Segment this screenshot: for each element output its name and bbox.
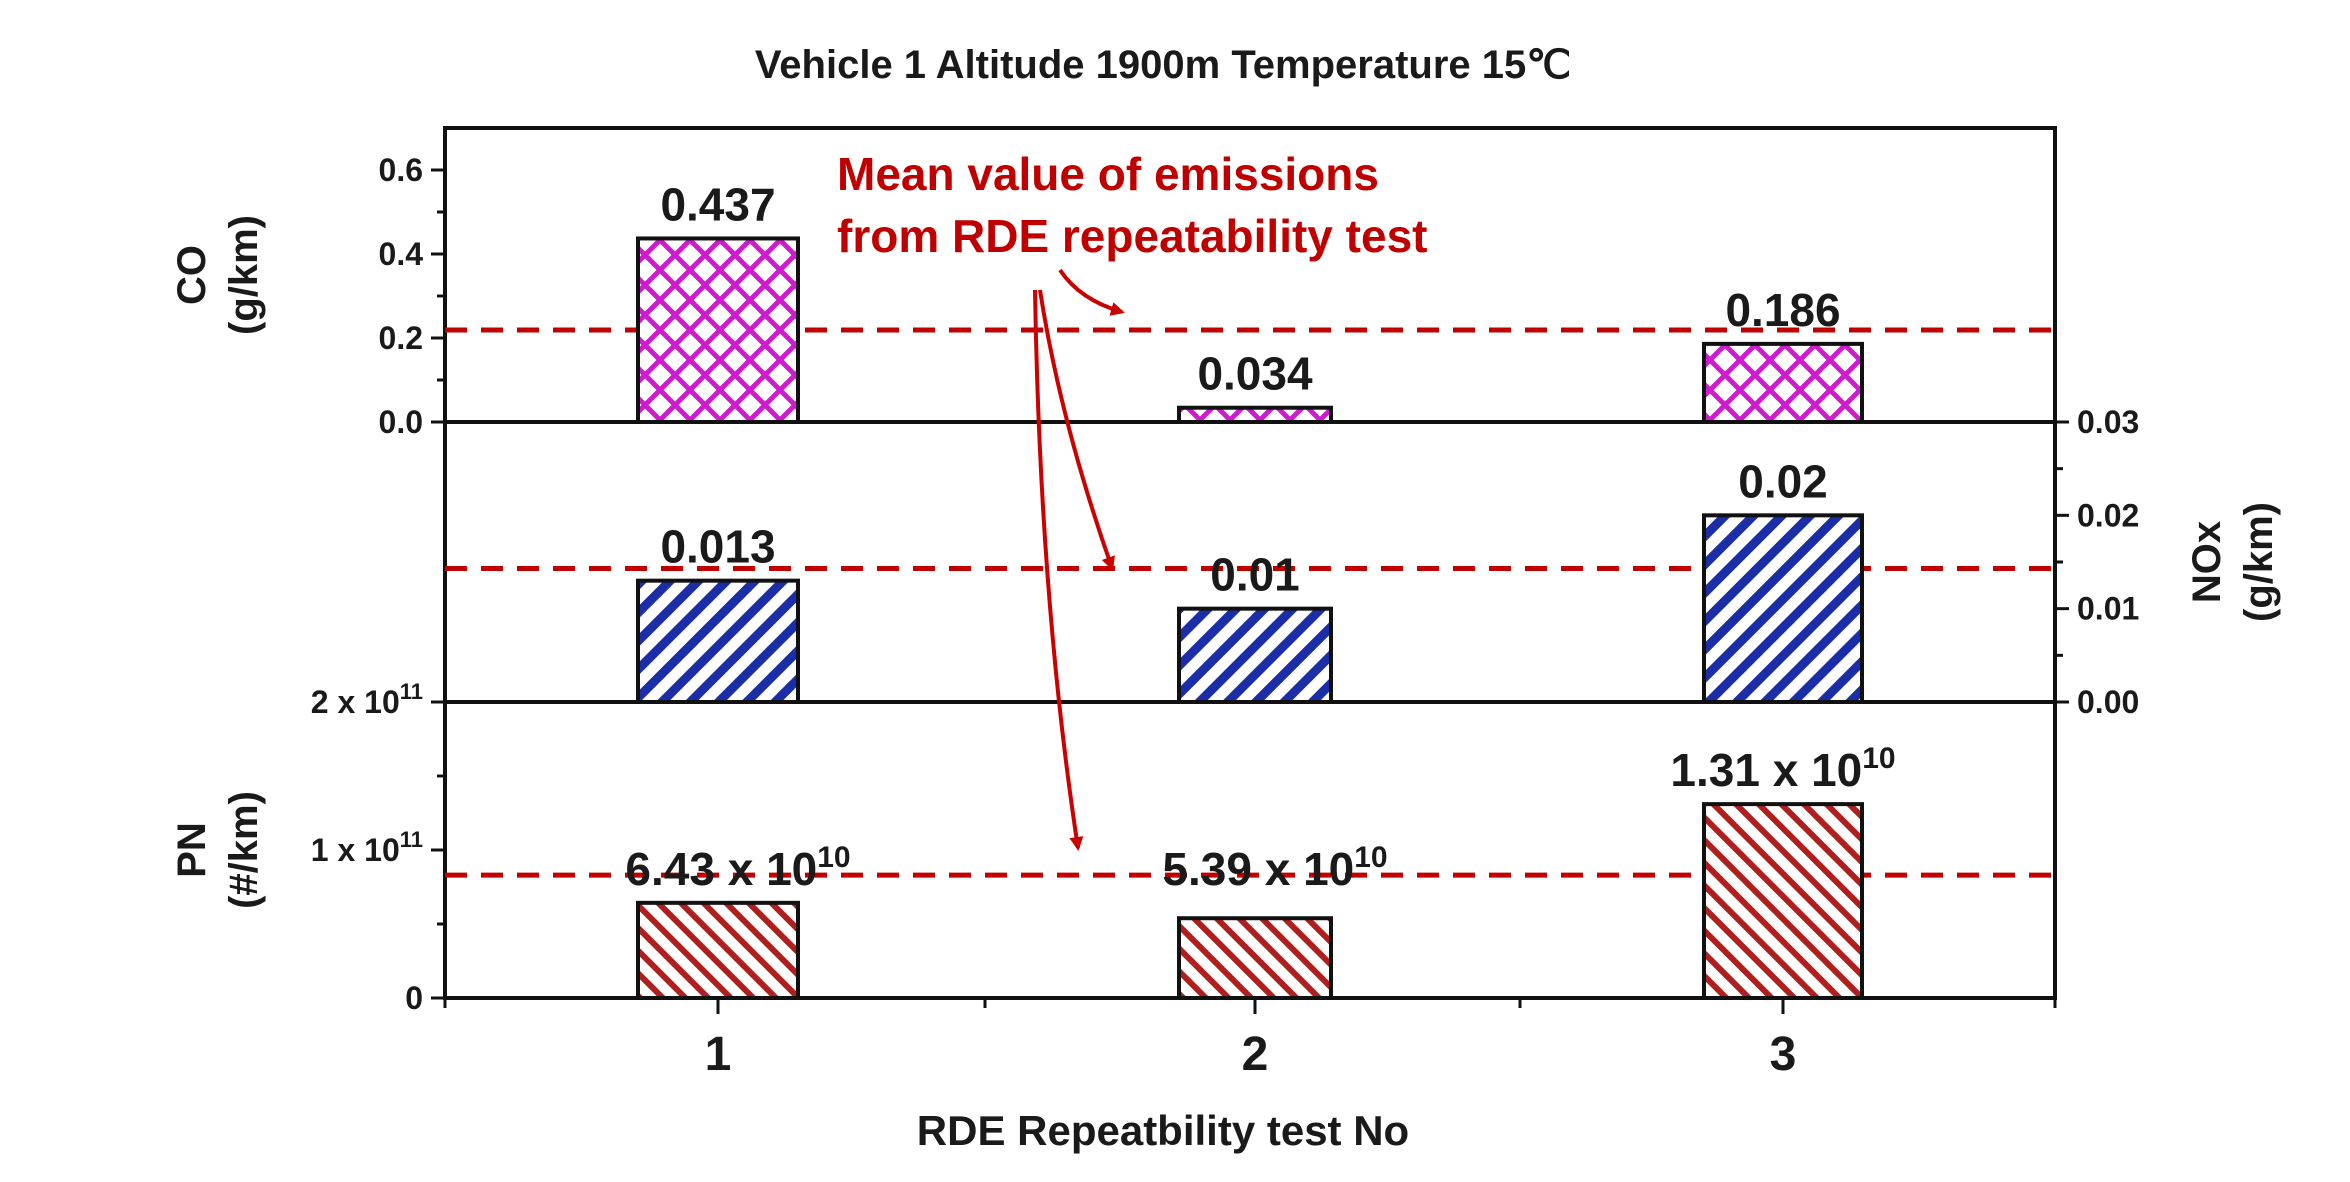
bar-pn-3: [1702, 802, 1864, 1000]
data-label: 0.013: [660, 521, 775, 573]
panel-nox: 0.00 0.01 0.02 0.03 0.013 0.01 0.02 NOx (g/km): [443, 404, 2281, 720]
x-tick-label: 3: [1770, 1028, 1797, 1081]
y-axis-label-pn: PN: [170, 822, 214, 878]
x-tick-label: 2: [1242, 1028, 1269, 1081]
bar-nox-1: [636, 578, 800, 705]
data-label: 0.437: [660, 178, 775, 230]
y-axis-label-co: CO: [170, 245, 214, 305]
data-label: 1.31 x 1010: [1670, 742, 1895, 796]
annotation-line-2: from RDE repeatability test: [837, 210, 1427, 262]
annotation-arrows: [1033, 268, 1125, 851]
arrow-co: [1058, 268, 1125, 316]
y-tick-label: 0.02: [2077, 497, 2139, 533]
data-label: 0.034: [1197, 348, 1313, 400]
y-axis-label-nox: NOx: [2185, 521, 2229, 603]
bar-co-3: [1702, 341, 1864, 425]
data-label: 0.01: [1210, 549, 1300, 601]
y-tick-label: 0.6: [379, 152, 423, 188]
bar-nox-3: [1702, 513, 1864, 704]
y-tick-label: 0: [405, 980, 423, 1016]
data-label: 0.186: [1725, 284, 1840, 336]
arrow-pn: [1033, 289, 1084, 851]
y-tick-label: 1 x 1011: [311, 827, 423, 868]
y-tick-label: 0.00: [2077, 684, 2139, 720]
y-axis-label-co: (g/km): [222, 215, 266, 335]
bar-pn-1: [636, 900, 800, 1000]
bar-co-1: [636, 236, 800, 424]
y-tick-label: 0.03: [2077, 404, 2139, 440]
panel-pn: 0 1 x 1011 2 x 1011 6.43 x 1010 5.39 x 1010 1…: [170, 679, 2057, 1016]
y-tick-label: 0.2: [379, 320, 423, 356]
x-tick-label: 1: [705, 1028, 732, 1081]
y-tick-label: 0.0: [379, 404, 423, 440]
bar-co-2: [1177, 405, 1333, 425]
data-label: 6.43 x 1010: [625, 841, 850, 895]
annotation-line-1: Mean value of emissions: [837, 148, 1379, 200]
y-tick-label: 0.4: [379, 236, 424, 272]
chart-title: Vehicle 1 Altitude 1900m Temperature 15℃: [755, 43, 1571, 87]
x-axis: 1 2 3: [443, 998, 2057, 1081]
bar-nox-2: [1177, 606, 1333, 705]
data-label: 0.02: [1738, 455, 1828, 507]
y-tick-label: 2 x 1011: [311, 679, 423, 720]
y-axis-label-nox: (g/km): [2237, 502, 2281, 622]
y-axis-label-pn: (#/km): [222, 791, 266, 909]
arrow-nox: [1038, 289, 1115, 571]
x-axis-label: RDE Repeatbility test No: [917, 1107, 1409, 1154]
bar-pn-2: [1177, 916, 1333, 1001]
data-label: 5.39 x 1010: [1162, 841, 1387, 895]
y-tick-label: 0.01: [2077, 591, 2139, 627]
